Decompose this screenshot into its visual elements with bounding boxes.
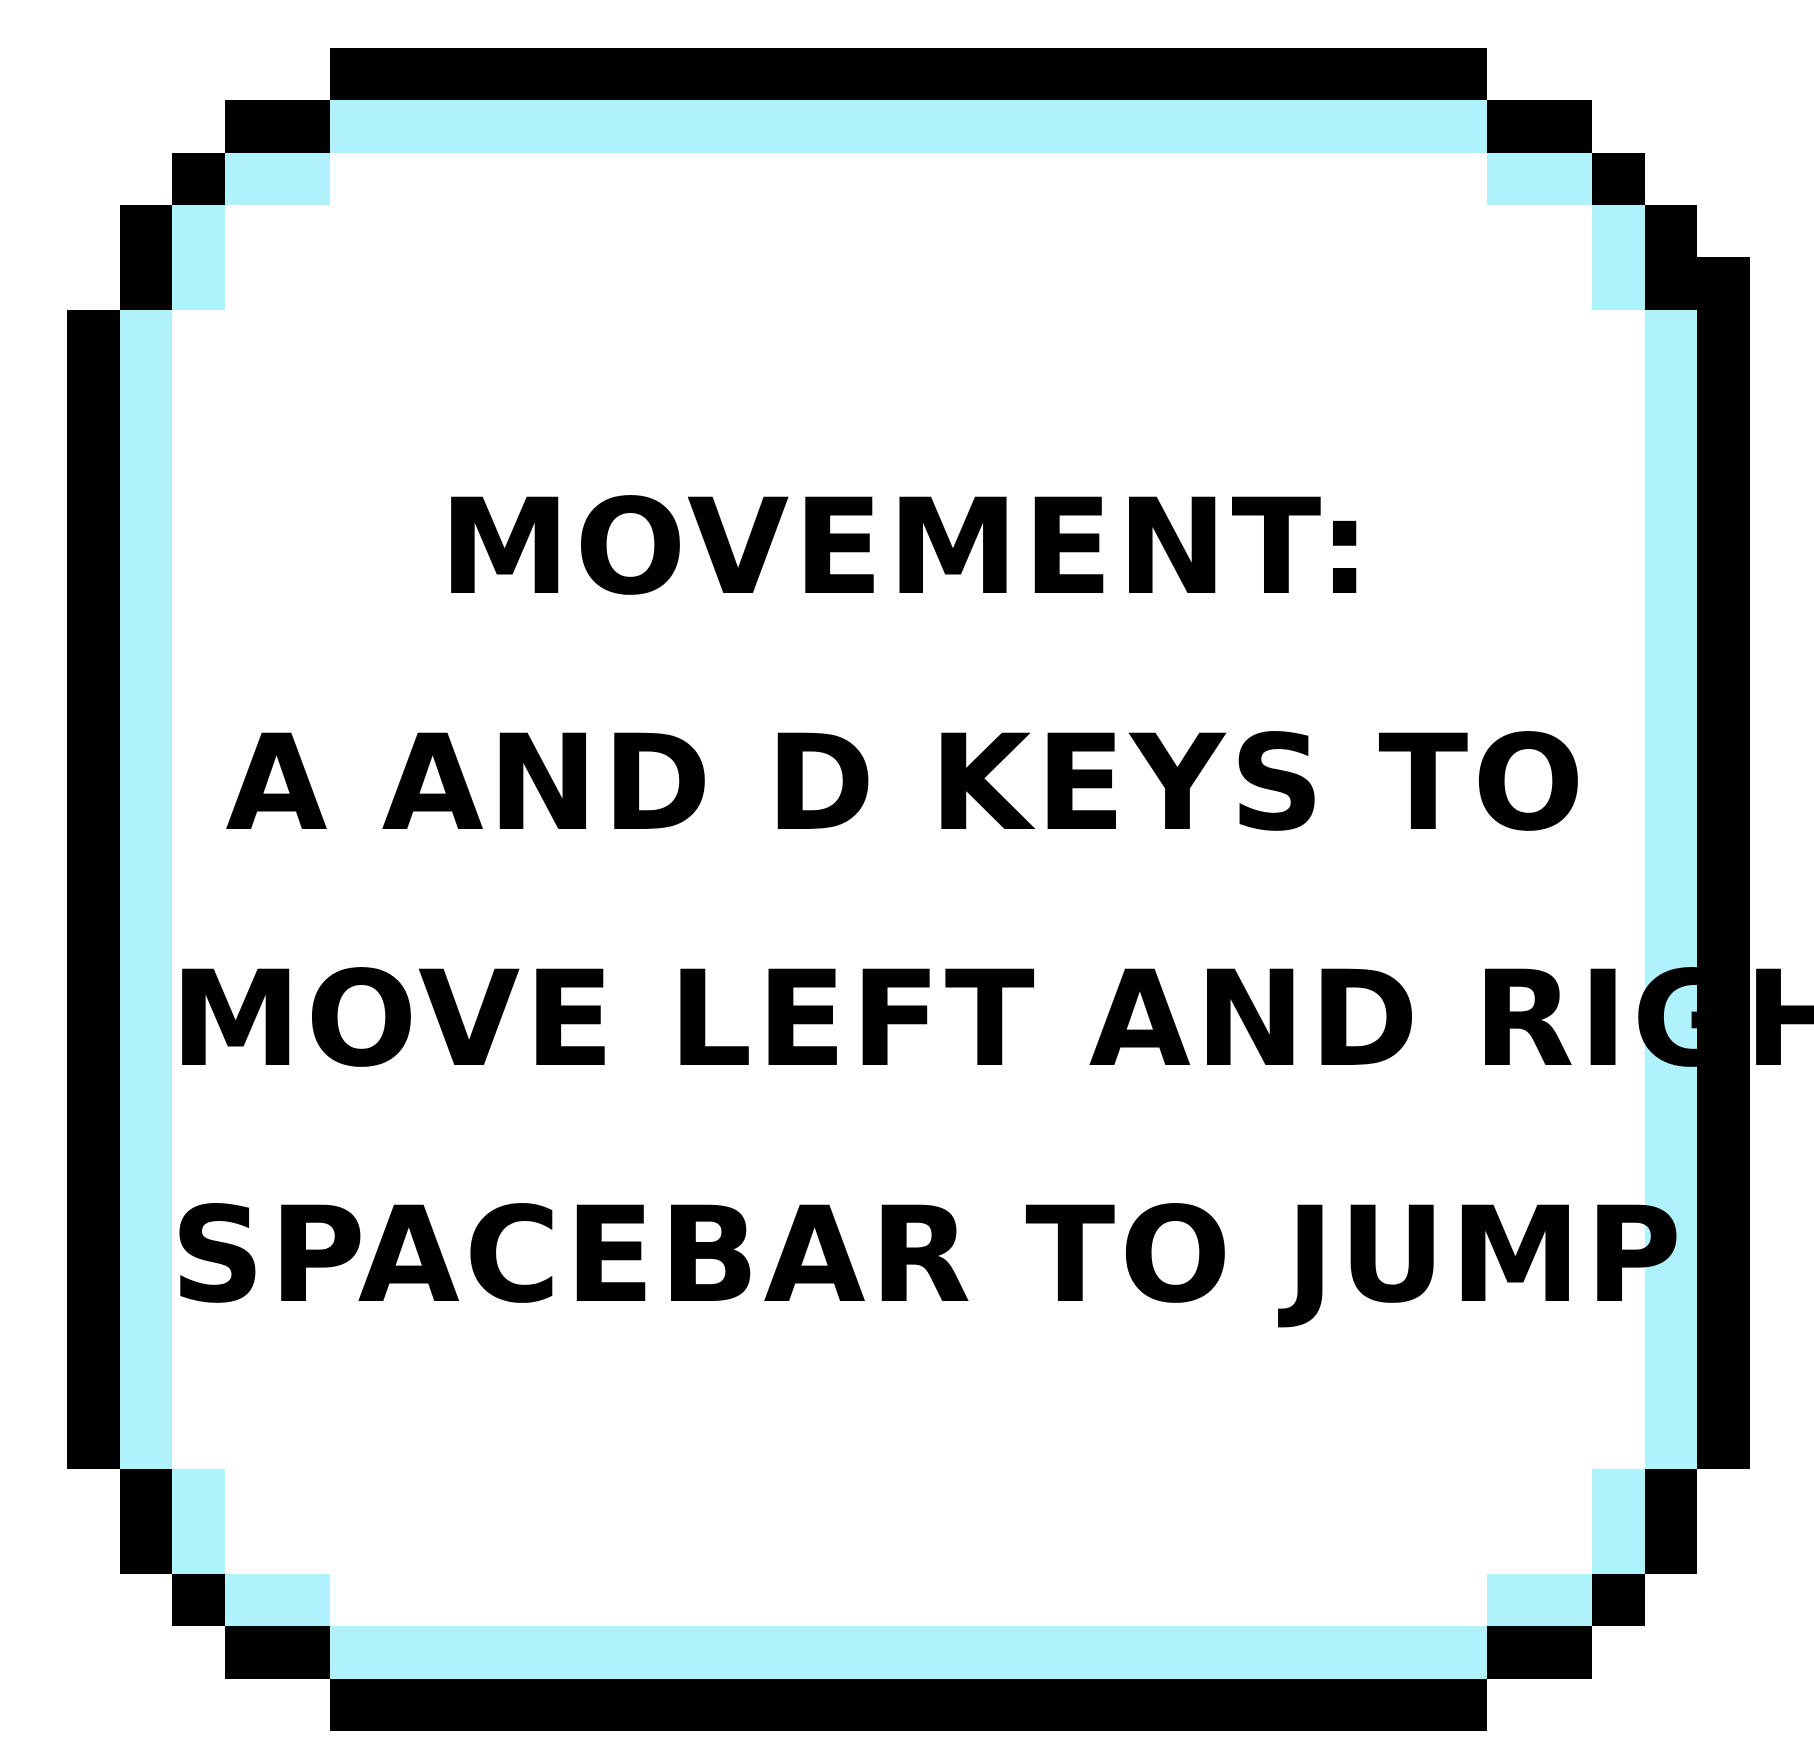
instructions-line-move: MOVE LEFT AND RIGHT	[170, 902, 1644, 1138]
instructions-heading: MOVEMENT:	[170, 430, 1644, 666]
instructions-line-jump: SPACEBAR TO JUMP	[170, 1138, 1644, 1374]
instructions-line-keys: A AND D KEYS TO	[170, 666, 1644, 902]
instructions-text: MOVEMENT: A AND D KEYS TO MOVE LEFT AND …	[170, 430, 1644, 1374]
